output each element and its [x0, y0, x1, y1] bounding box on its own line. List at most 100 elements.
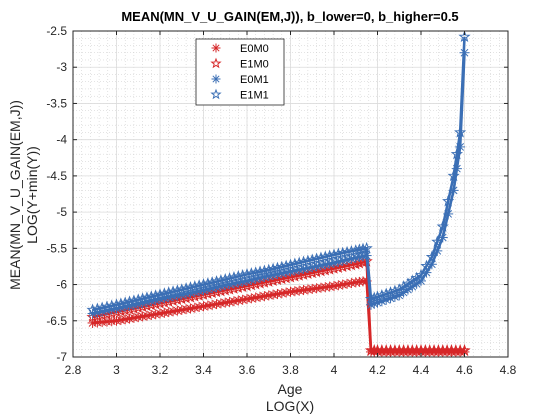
x-tick-label: 3.4: [195, 363, 212, 377]
data-point: [301, 267, 315, 280]
x-tick-label: 3.8: [282, 363, 299, 377]
data-point: [307, 283, 318, 294]
data-point: [340, 259, 354, 272]
x-tick-label: 3: [113, 363, 120, 377]
data-point: [319, 263, 332, 276]
data-point: [179, 291, 193, 304]
data-point: [327, 248, 341, 261]
y-axis-ticks: -7 -6.5 -6 -5.5 -5 -4.5 -4 -3.5 -3 -2.5: [46, 24, 508, 364]
data-point: [171, 293, 184, 306]
series-e0m0: [87, 275, 470, 357]
data-point: [406, 274, 419, 287]
data-point: [149, 289, 162, 301]
data-point: [425, 250, 438, 263]
data-point: [384, 286, 397, 298]
data-point: [314, 251, 328, 264]
data-point: [364, 292, 378, 305]
data-point: [447, 169, 460, 182]
data-point: [368, 291, 381, 304]
data-point: [86, 303, 99, 316]
data-point: [458, 30, 471, 42]
y-tick-label: -5: [56, 205, 67, 219]
data-point: [219, 273, 232, 285]
legend-entry: E0M1: [211, 74, 269, 86]
legend-entry: E0M0: [211, 43, 269, 55]
x-tick-label: 4: [331, 363, 338, 377]
data-point: [145, 290, 158, 302]
data-point: [210, 275, 223, 287]
data-point: [153, 296, 167, 309]
data-point: [253, 276, 267, 289]
x-tick-label: 4.6: [456, 363, 473, 377]
data-point: [132, 293, 145, 305]
data-point: [306, 266, 319, 279]
y-tick-label: -2.5: [46, 24, 67, 38]
y-tick-label: -4.5: [46, 169, 67, 183]
x-axis-ticks: 2.8 3 3.2 3.4 3.6 3.8 4 4.2 4.4 4.6 4.8: [65, 31, 517, 377]
legend-marker: [210, 88, 222, 100]
data-point: [360, 241, 373, 254]
data-point: [323, 263, 336, 275]
data-point: [206, 276, 219, 288]
legend-label: E1M1: [240, 90, 269, 102]
data-point: [123, 295, 136, 307]
data-point: [262, 275, 275, 287]
chart-title: MEAN(MN_V_U_GAIN(EM,J)), b_lower=0, b_hi…: [121, 9, 458, 24]
data-point: [310, 265, 323, 278]
data-point: [420, 259, 433, 272]
data-point: [127, 294, 141, 306]
data-point: [232, 270, 245, 282]
data-point: [410, 271, 423, 284]
data-point: [414, 268, 428, 281]
data-point: [333, 280, 344, 291]
data-point: [91, 302, 104, 315]
data-point: [436, 220, 449, 232]
data-point: [149, 297, 162, 310]
legend-marker: [211, 43, 221, 53]
data-point: [332, 261, 345, 273]
data-point: [340, 245, 354, 258]
data-point: [140, 291, 154, 303]
data-point: [336, 246, 349, 259]
plot-area: [72, 30, 509, 358]
data-point: [175, 292, 188, 305]
data-point: [332, 247, 345, 260]
y-tick-label: -6.5: [46, 314, 67, 328]
data-point: [319, 250, 332, 263]
y-tick-label: -5.5: [46, 241, 67, 255]
data-point: [166, 294, 180, 306]
data-point: [284, 258, 297, 271]
data-point: [356, 242, 370, 255]
data-point: [288, 270, 301, 282]
data-point: [275, 260, 288, 273]
data-point: [245, 267, 258, 279]
data-point: [236, 268, 249, 281]
data-point: [388, 284, 402, 297]
data-point: [158, 296, 171, 308]
data-point: [401, 277, 415, 290]
data-point: [114, 297, 127, 310]
data-point: [223, 272, 236, 284]
data-point: [288, 257, 301, 270]
data-point: [188, 280, 201, 292]
data-point: [249, 277, 262, 290]
data-point: [280, 271, 293, 284]
y-axis-label-secondary: LOG(Y+min(Y)): [24, 146, 40, 244]
data-point: [105, 299, 118, 312]
data-point: [293, 256, 306, 269]
data-point: [158, 287, 171, 299]
data-point: [297, 268, 310, 280]
data-point: [454, 125, 467, 138]
data-point: [349, 257, 362, 270]
data-point: [100, 300, 114, 313]
data-point: [201, 277, 214, 289]
data-point: [136, 292, 149, 304]
data-point: [432, 245, 443, 256]
data-point: [197, 278, 210, 290]
data-point: [96, 301, 109, 314]
data-point: [275, 272, 288, 285]
data-point: [245, 278, 258, 291]
data-point: [262, 263, 275, 276]
data-point: [184, 281, 197, 293]
legend-label: E1M0: [240, 59, 269, 71]
